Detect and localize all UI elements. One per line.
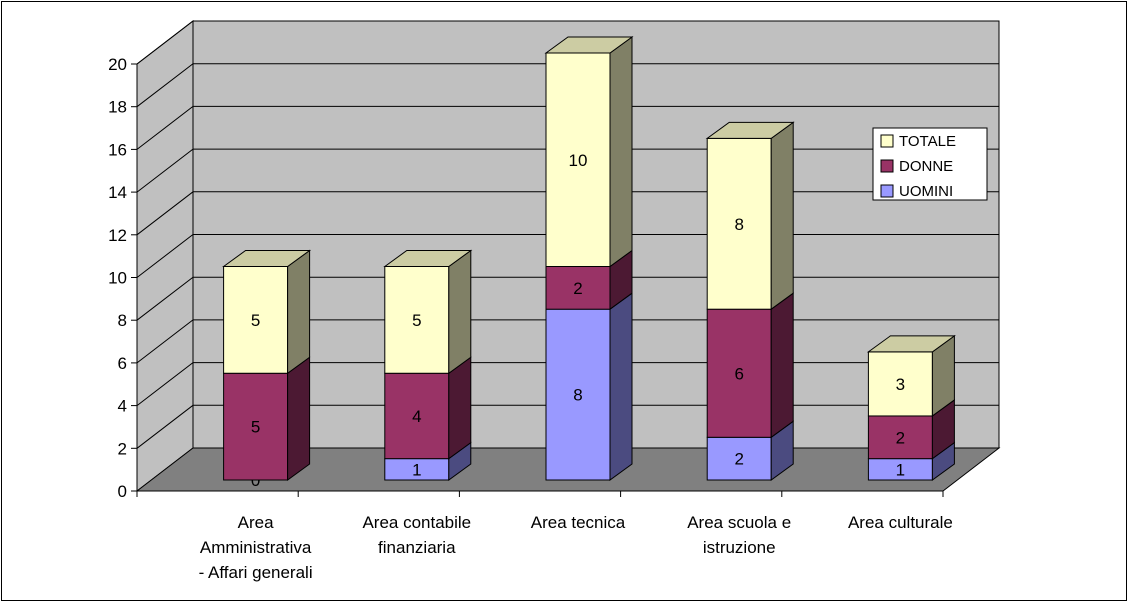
bar-segment-totale: 3 — [866, 334, 956, 417]
legend-label-donne: DONNE — [899, 158, 953, 175]
legend-label-uomini: UOMINI — [899, 183, 953, 200]
data-label: 6 — [734, 364, 743, 383]
legend-swatch-uomini — [880, 184, 894, 198]
bar-top — [544, 36, 634, 54]
bar-front — [706, 137, 772, 310]
bar-segment-totale: 10 — [544, 36, 634, 268]
legend: TOTALE DONNE UOMINI — [872, 127, 988, 201]
bar-front — [223, 266, 289, 374]
legend-label-totale: TOTALE — [899, 133, 956, 150]
x-tick-label: Area contabile — [362, 513, 471, 532]
data-label: 1 — [412, 460, 421, 479]
bar-segment-donne: 6 — [706, 292, 794, 439]
data-label: 2 — [734, 450, 743, 469]
bar-front — [384, 372, 450, 460]
y-tick-label: 8 — [118, 311, 127, 330]
x-axis: Area Amministrativa - Affari generali Area … — [136, 490, 953, 582]
y-tick-label: 4 — [118, 397, 127, 416]
y-tick-label: 16 — [108, 140, 127, 159]
bar-top — [383, 250, 473, 267]
bar-segment-uomini: 1 — [867, 441, 955, 481]
x-tick-label: - Affari generali — [199, 563, 313, 582]
bar-top — [866, 335, 956, 353]
bar-segment-uomini: 8 — [545, 292, 633, 481]
y-tick-label: 2 — [118, 439, 127, 458]
data-label: 3 — [896, 375, 905, 394]
x-tick-label: Area scuola e — [687, 513, 791, 532]
bar-segment-totale: 5 — [222, 249, 312, 375]
bar-side — [609, 36, 633, 268]
bar-top — [705, 121, 795, 139]
bar-side — [448, 356, 472, 460]
bar-segment-uomini: 2 — [706, 420, 794, 481]
bar-front — [706, 308, 772, 438]
y-tick-label: 18 — [108, 98, 127, 117]
gridline — [136, 63, 999, 108]
data-label: 2 — [573, 279, 582, 298]
bar-side — [287, 249, 311, 375]
data-label: 1 — [896, 460, 905, 479]
bar-segment-donne: 4 — [384, 356, 472, 460]
bar-segment-donne: 5 — [223, 356, 311, 481]
bar-side — [448, 249, 472, 375]
y-tick-label: 20 — [108, 55, 127, 74]
y-axis: 0 2 4 6 8 10 12 14 16 18 20 — [108, 55, 138, 501]
y-tick-label: 14 — [108, 183, 127, 202]
data-label: 4 — [412, 407, 421, 426]
bar-segment-uomini: 1 — [384, 441, 472, 481]
bar-segment-totale: 5 — [383, 249, 473, 375]
y-tick-label: 6 — [118, 354, 127, 373]
x-tick-label: Amministrativa — [200, 538, 312, 557]
bar-side — [770, 292, 794, 439]
bar-front — [545, 308, 611, 481]
y-tick-label: 10 — [108, 269, 127, 288]
x-tick-label: Area tecnica — [531, 513, 626, 532]
bar-front — [384, 266, 450, 374]
gridline — [136, 20, 999, 65]
data-label: 5 — [412, 311, 421, 330]
x-tick-label: Area — [238, 513, 274, 532]
data-label: 2 — [896, 428, 905, 447]
data-label: 5 — [251, 418, 260, 437]
x-tick-label: Area culturale — [848, 513, 953, 532]
gridline — [136, 105, 999, 150]
data-label: 10 — [569, 151, 588, 170]
data-label: 8 — [734, 215, 743, 234]
data-label: 5 — [251, 311, 260, 330]
bar-front — [545, 52, 611, 267]
bar-side — [287, 356, 311, 481]
legend-swatch-donne — [880, 159, 894, 173]
y-tick-label: 0 — [118, 482, 127, 501]
bar-front — [545, 266, 611, 310]
bar-side — [609, 292, 633, 481]
x-tick-label: finanziaria — [378, 538, 456, 557]
bar-front — [223, 372, 289, 481]
x-tick-label: istruzione — [703, 538, 776, 557]
bar-segment-donne: 2 — [545, 249, 633, 311]
bar-top — [222, 250, 312, 267]
bar-segment-totale: 8 — [705, 121, 795, 311]
legend-swatch-totale — [880, 134, 894, 148]
data-label: 8 — [573, 386, 582, 405]
bar-side — [770, 121, 794, 311]
y-tick-label: 12 — [108, 226, 127, 245]
